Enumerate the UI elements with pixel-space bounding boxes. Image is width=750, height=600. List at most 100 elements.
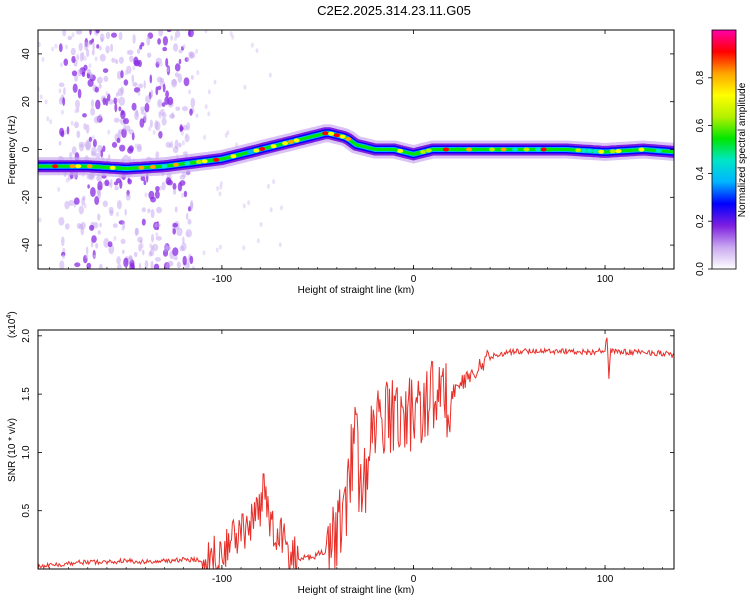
heatmap-scatter-blob: [66, 126, 70, 135]
heatmap-scatter-faint: [148, 126, 152, 132]
heatmap-scatter-blob: [92, 139, 97, 148]
heatmap-scatter-blob: [75, 99, 80, 109]
heatmap-scatter-blob: [190, 97, 196, 108]
heatmap-scatter-faint: [159, 61, 163, 67]
heatmap-scatter-blob: [91, 49, 95, 56]
heatmap-scatter-blob: [70, 47, 76, 56]
heatmap-scatter-blob: [94, 152, 101, 159]
heatmap-scatter-blob: [118, 56, 124, 64]
heatmap-scatter-faint: [219, 181, 223, 187]
heatmap-scatter-blob: [154, 257, 161, 262]
snr-ytick-label: 0.5: [21, 503, 32, 517]
spectrogram-xtick-label: -100: [212, 274, 232, 285]
heatmap-scatter-blob: [87, 184, 90, 189]
heatmap-scatter-blob: [77, 88, 82, 99]
heatmap-scatter-faint: [91, 135, 95, 141]
heatmap-scatter-blob: [182, 106, 188, 112]
heatmap-scatter-blob: [189, 255, 194, 265]
ridge-hotspot: [230, 154, 237, 159]
heatmap-scatter-blob: [83, 64, 88, 71]
heatmap-scatter-blob: [91, 235, 97, 243]
heatmap-scatter-faint: [83, 203, 87, 209]
heatmap-scatter-blob: [142, 249, 145, 256]
heatmap-scatter-blob: [94, 196, 100, 205]
heatmap-scatter-blob: [162, 36, 168, 46]
heatmap-scatter-faint: [113, 236, 117, 241]
heatmap-scatter-blob: [102, 200, 109, 208]
heatmap-scatter-faint: [268, 72, 272, 78]
heatmap-scatter-faint: [192, 265, 195, 269]
heatmap-scatter-blob: [75, 30, 83, 35]
heatmap-scatter-faint: [242, 245, 246, 251]
ridge-hotspot: [253, 148, 260, 153]
spectrogram-ytick-label: 20: [21, 96, 32, 108]
heatmap-scatter-faint: [49, 119, 53, 125]
heatmap-scatter-faint: [186, 232, 190, 237]
heatmap-scatter-blob: [137, 236, 143, 243]
snr-scale-exponent: 4: [6, 315, 13, 319]
heatmap-scatter-faint: [188, 89, 192, 95]
ridge-hotspot: [138, 165, 145, 170]
snr-ytick-label: 2.0: [21, 328, 32, 342]
ridge-hotspot: [397, 148, 404, 153]
heatmap-scatter-faint: [157, 100, 161, 106]
heatmap-scatter-blob: [114, 186, 119, 191]
heatmap-scatter-blob: [120, 238, 126, 244]
heatmap-scatter-blob: [140, 175, 146, 182]
heatmap-scatter-blob: [144, 260, 149, 269]
heatmap-scatter-blob: [111, 32, 117, 38]
heatmap-scatter-faint: [88, 63, 92, 69]
heatmap-scatter-blob: [78, 205, 84, 215]
heatmap-scatter-blob: [90, 187, 96, 197]
heatmap-scatter-blob: [129, 55, 134, 63]
heatmap-scatter-blob: [127, 147, 134, 154]
spectrogram-xtick-label: 100: [597, 274, 614, 285]
ridge-hotspot: [615, 149, 622, 154]
heatmap-scatter-faint: [149, 243, 153, 249]
colorbar-tick-label: 0.4: [695, 166, 706, 180]
heatmap-scatter-blob: [150, 89, 154, 98]
heatmap-scatter-blob: [133, 251, 138, 258]
ridge-hotspot: [75, 164, 82, 169]
heatmap-scatter-blob: [96, 44, 100, 49]
heatmap-scatter-blob: [78, 42, 83, 52]
heatmap-scatter-faint: [76, 53, 80, 59]
snr-xtick-label: -100: [212, 574, 232, 585]
heatmap-scatter-blob: [165, 57, 169, 68]
heatmap-scatter-blob: [155, 86, 159, 96]
ridge-hotspot: [270, 144, 277, 149]
heatmap-scatter-blob: [140, 110, 145, 115]
ridge-hotspot: [345, 137, 352, 141]
heatmap-scatter-blob: [74, 74, 78, 82]
ridge-hotspot: [523, 147, 530, 152]
heatmap-scatter-blob: [165, 90, 170, 98]
ridge-hotspot: [328, 131, 335, 136]
snr-panel: -100 0 100 0.5 1.0 1.5 2.0 Height of straight …: [6, 311, 675, 596]
heatmap-scatter-blob: [173, 188, 177, 195]
heatmap-scatter-blob: [185, 212, 189, 220]
heatmap-scatter-blob: [95, 242, 99, 249]
heatmap-scatter-faint: [168, 261, 172, 267]
heatmap-scatter-faint: [152, 130, 156, 135]
heatmap-scatter-blob: [147, 52, 152, 58]
heatmap-scatter-blob: [62, 97, 66, 106]
heatmap-scatter-blob: [179, 126, 184, 131]
heatmap-scatter-faint: [44, 99, 48, 105]
heatmap-scatter-blob: [58, 140, 62, 146]
heatmap-scatter-blob: [152, 243, 159, 252]
ridge-hotspot: [247, 149, 254, 154]
heatmap-scatter-blob: [99, 53, 106, 62]
heatmap-scatter-blob: [138, 262, 142, 269]
heatmap-scatter-blob: [155, 151, 160, 159]
heatmap-scatter-blob: [132, 34, 136, 44]
spectrogram-ytick-label: 40: [21, 48, 32, 60]
ridge-hotspot: [609, 149, 616, 154]
heatmap-scatter-blob: [86, 49, 90, 58]
heatmap-scatter-blob: [171, 112, 175, 119]
heatmap-scatter-blob: [182, 236, 185, 244]
ridge-hotspot: [512, 147, 518, 152]
heatmap-scatter-faint: [181, 192, 185, 198]
colorbar-gradient: [711, 29, 737, 270]
heatmap-scatter-blob: [170, 35, 173, 41]
ridge-hotspot: [655, 148, 662, 153]
